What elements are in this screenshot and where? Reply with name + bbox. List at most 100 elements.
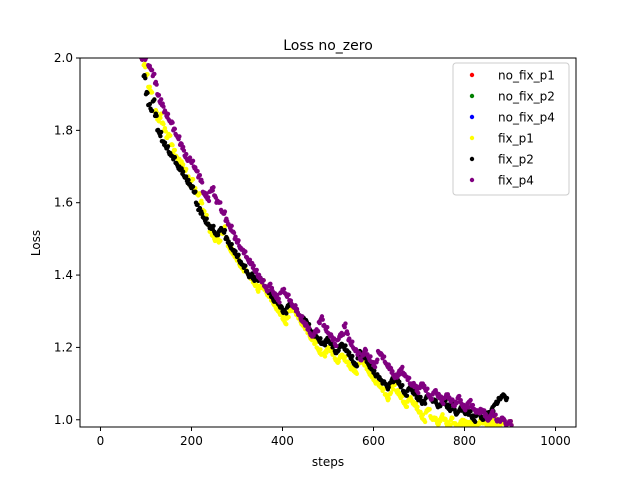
x-tick-label: 800	[453, 434, 476, 448]
chart-title: Loss no_zero	[283, 38, 373, 54]
series-fix-p4	[139, 58, 514, 427]
data-point-fix-p4	[156, 92, 162, 98]
data-point-fix-p4	[342, 324, 347, 330]
data-point-fix-p1	[142, 61, 147, 67]
data-point-fix-p1	[450, 415, 455, 421]
data-point-fix-p1	[388, 390, 394, 395]
data-point-fix-p4	[294, 306, 300, 312]
data-point-fix-p4	[218, 200, 223, 205]
data-point-fix-p1	[168, 133, 173, 138]
data-point-fix-p2	[147, 101, 153, 107]
data-point-fix-p4	[170, 120, 175, 125]
legend-marker-no-fix-p4	[469, 114, 475, 120]
data-point-fix-p2	[184, 174, 189, 179]
data-point-fix-p2	[152, 97, 157, 102]
data-point-fix-p2	[386, 385, 391, 390]
data-point-fix-p4	[206, 198, 212, 204]
data-point-fix-p4	[184, 151, 189, 157]
data-point-fix-p2	[504, 395, 510, 401]
data-point-fix-p4	[457, 393, 462, 399]
data-point-fix-p1	[149, 90, 155, 95]
data-point-fix-p4	[158, 97, 164, 102]
data-point-fix-p1	[415, 404, 420, 409]
data-point-fix-p2	[468, 409, 473, 414]
legend-label-no-fix-p2: no_fix_p2	[498, 90, 555, 104]
plot-area	[139, 58, 514, 427]
data-point-fix-p4	[319, 314, 325, 319]
data-point-fix-p4	[350, 339, 355, 344]
data-point-fix-p4	[276, 296, 281, 301]
data-point-fix-p2	[422, 401, 428, 406]
data-point-fix-p2	[215, 232, 221, 238]
legend-marker-no-fix-p1	[469, 72, 475, 78]
data-point-fix-p4	[181, 148, 187, 153]
data-point-fix-p4	[231, 230, 237, 235]
data-point-fix-p1	[422, 419, 428, 425]
data-point-fix-p4	[247, 257, 253, 263]
legend-marker-fix-p2	[469, 156, 475, 162]
data-point-fix-p2	[162, 140, 168, 145]
y-tick-label: 1.8	[54, 123, 73, 137]
data-point-fix-p4	[508, 419, 513, 424]
data-point-fix-p4	[315, 329, 321, 334]
axes-frame	[79, 57, 577, 428]
data-point-fix-p4	[268, 281, 273, 286]
data-point-fix-p1	[354, 371, 360, 377]
data-point-fix-p2	[350, 353, 355, 359]
data-point-fix-p1	[322, 354, 328, 359]
data-point-fix-p2	[158, 129, 164, 135]
data-point-fix-p1	[158, 115, 163, 121]
data-point-fix-p4	[222, 209, 228, 214]
legend-label-no-fix-p4: no_fix_p4	[498, 111, 555, 125]
data-point-fix-p1	[161, 121, 166, 127]
data-point-fix-p4	[243, 249, 248, 254]
data-point-fix-p1	[318, 347, 323, 352]
series-fix-p1	[139, 58, 514, 427]
data-point-fix-p1	[170, 143, 175, 148]
legend: no_fix_p1 no_fix_p2 no_fix_p4 fix_p1 fix_p2f…	[452, 62, 570, 196]
data-point-fix-p4	[300, 314, 305, 319]
data-point-fix-p2	[229, 241, 234, 247]
data-point-fix-p4	[195, 169, 200, 174]
data-point-fix-p1	[336, 359, 341, 364]
data-point-fix-p1	[286, 314, 291, 320]
data-point-fix-p4	[211, 185, 216, 190]
data-point-fix-p2	[318, 336, 323, 341]
legend-marker-fix-p1	[469, 135, 475, 141]
data-point-fix-p4	[190, 158, 196, 164]
legend-marker-no-fix-p2	[469, 93, 475, 99]
data-point-fix-p1	[180, 162, 186, 167]
data-point-fix-p4	[483, 411, 488, 417]
data-point-fix-p1	[438, 419, 443, 424]
data-point-fix-p4	[187, 155, 193, 160]
data-point-fix-p1	[347, 361, 352, 366]
data-point-fix-p1	[420, 412, 426, 418]
data-point-fix-p4	[229, 223, 234, 229]
data-point-fix-p2	[195, 202, 200, 207]
data-point-fix-p4	[441, 401, 446, 407]
data-point-fix-p2	[418, 394, 423, 400]
data-point-fix-p2	[186, 177, 191, 183]
data-point-fix-p1	[443, 416, 448, 422]
data-point-fix-p2	[180, 169, 186, 174]
data-point-fix-p4	[293, 303, 298, 308]
data-point-fix-p2	[197, 205, 203, 211]
data-point-fix-p4	[325, 325, 330, 330]
data-point-fix-p2	[211, 223, 216, 229]
data-point-fix-p4	[161, 104, 166, 109]
y-tick-label: 1.0	[54, 413, 73, 427]
data-point-fix-p1	[413, 401, 419, 406]
data-point-fix-p1	[184, 166, 189, 172]
data-point-fix-p1	[386, 396, 391, 401]
data-point-fix-p4	[177, 134, 182, 139]
data-point-fix-p2	[143, 75, 148, 81]
legend-label-fix-p4: fix_p4	[498, 174, 534, 188]
data-point-fix-p2	[354, 364, 360, 369]
data-point-fix-p2	[400, 382, 405, 388]
data-point-fix-p4	[152, 71, 157, 77]
data-point-fix-p1	[440, 412, 445, 417]
x-tick-label: 0	[97, 434, 105, 448]
data-point-fix-p2	[233, 249, 238, 254]
y-tick-label: 2.0	[54, 51, 73, 65]
